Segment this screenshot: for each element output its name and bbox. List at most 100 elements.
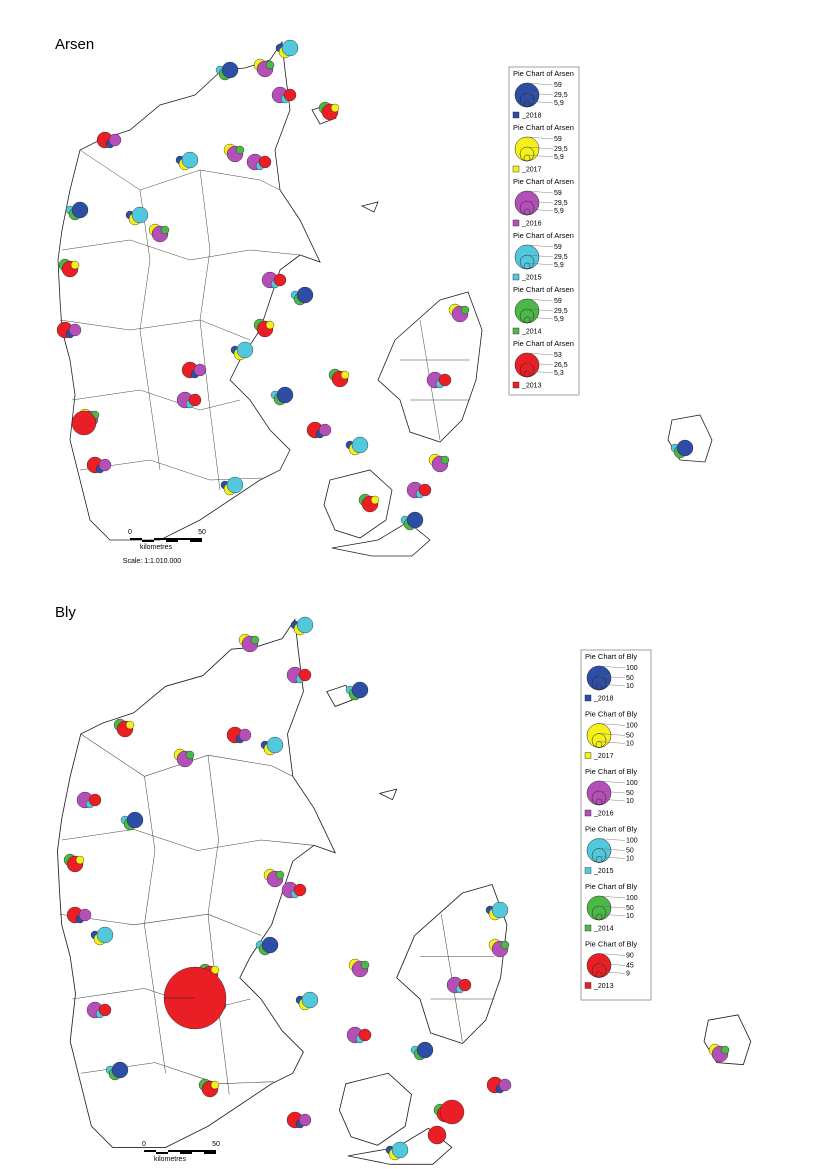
legend-label: _2017 (593, 753, 614, 760)
legend-swatch (584, 982, 592, 989)
scale-text: Scale: 1:1.010.000 (123, 558, 181, 565)
legend-size-label: 5,9 (554, 262, 564, 269)
legend-size-label: 59 (554, 244, 562, 251)
pie-symbol (181, 151, 199, 169)
legend-leader (526, 190, 554, 194)
pie-symbol (440, 455, 450, 465)
pie-symbol (265, 320, 275, 330)
pie-symbol (273, 273, 287, 287)
legend-leader (526, 254, 554, 258)
legend-size-label: 59 (554, 136, 562, 143)
legend-label: _2018 (521, 112, 542, 119)
pie-cluster-layer (56, 39, 694, 531)
legend-swatch (584, 924, 592, 932)
legend-title: Pie Chart of Bly (585, 767, 637, 776)
legend-size-circle (514, 190, 540, 216)
pie-symbol (261, 936, 279, 954)
legend-title: Pie Chart of Arsen (513, 339, 574, 348)
legend-size-circle (514, 82, 540, 108)
map-bly: Bly (55, 604, 752, 1165)
scale-bar: 0 50 kilometres Scale: 1:1.010.000 (123, 529, 206, 565)
legend-size-circle (514, 244, 540, 270)
legend-title: Pie Chart of Bly (585, 882, 637, 891)
pie-symbol (500, 940, 510, 950)
legend-box (508, 66, 580, 396)
pie-symbol (238, 728, 252, 742)
legend-size-label: 45 (626, 962, 634, 969)
pie-symbol (460, 305, 470, 315)
legend-size-label: 100 (626, 837, 638, 844)
legend-swatch (584, 809, 592, 817)
scale-tick-label: 0 (142, 1141, 146, 1148)
legend-size-circle (586, 723, 612, 748)
legend-leader (598, 665, 626, 669)
pie-symbol (498, 1078, 512, 1092)
legend-title: Pie Chart of Arsen (513, 69, 574, 78)
pie-symbol (296, 286, 314, 304)
pie-symbol (70, 260, 80, 270)
scale-segment (190, 540, 202, 542)
pie-symbol (160, 225, 170, 235)
pie-symbol (330, 103, 340, 113)
legend-size-label: 50 (626, 905, 634, 912)
pie-symbol (391, 1141, 409, 1159)
legend-size-label: 59 (554, 82, 562, 89)
scale-segment (142, 540, 154, 542)
legend-size-label: 29,5 (554, 92, 568, 99)
legend-size-label: 5,3 (554, 370, 564, 377)
scale-unit: kilometres (140, 544, 172, 551)
scale-segment (156, 1152, 168, 1154)
pie-symbol (71, 201, 89, 219)
pie-symbol (193, 363, 207, 377)
scale-segment (168, 1150, 180, 1152)
legend-leader (526, 316, 554, 320)
legend-leader (598, 683, 626, 687)
legend-size-label: 10 (626, 855, 634, 862)
scale-tick-label: 50 (198, 529, 206, 536)
legend-size-label: 10 (626, 740, 634, 747)
legend-label: _2014 (521, 328, 542, 335)
pie-symbol (258, 155, 272, 169)
pie-symbol (226, 476, 244, 494)
map-title: Arsen (55, 36, 94, 53)
legend-size-label: 5,9 (554, 208, 564, 215)
legend-size-circle (514, 352, 540, 378)
legend-size-label: 29,5 (554, 308, 568, 315)
pie-symbol (125, 720, 135, 730)
scale-segment (154, 538, 166, 540)
legend-label: _2017 (521, 166, 542, 173)
pie-symbol (298, 668, 312, 682)
legend-swatch (584, 867, 592, 874)
pie-symbol (221, 61, 239, 79)
pie-symbol (360, 960, 370, 970)
legend-size-label: 59 (554, 298, 562, 305)
legend-size-circle (586, 838, 612, 863)
legend-size-label: 5,9 (554, 100, 564, 107)
legend-title: Pie Chart of Arsen (513, 123, 574, 132)
pie-symbol (126, 811, 144, 829)
pie-symbol (720, 1045, 730, 1055)
legend-title: Pie Chart of Bly (585, 824, 637, 833)
legend-size-circle (586, 953, 612, 978)
pie-symbol (210, 1080, 220, 1090)
legend-size-label: 90 (626, 952, 634, 959)
legend-size-label: 100 (626, 722, 638, 729)
pie-symbol (96, 926, 114, 944)
legend-leader (598, 953, 626, 956)
pie-symbol (283, 88, 297, 102)
legend-size-label: 50 (626, 732, 634, 739)
pie-symbol (235, 145, 245, 155)
pie-symbol (418, 483, 432, 497)
legend-size-label: 26,5 (554, 362, 568, 369)
pie-symbol (358, 1028, 372, 1042)
pie-symbol (250, 635, 260, 645)
legend-leader (526, 308, 554, 312)
legend-title: Pie Chart of Arsen (513, 177, 574, 186)
pie-symbol (111, 1061, 129, 1079)
legend-label: _2018 (593, 695, 614, 702)
pie-symbol (438, 373, 452, 387)
pie-symbol (108, 133, 122, 147)
legend-leader (526, 370, 554, 374)
